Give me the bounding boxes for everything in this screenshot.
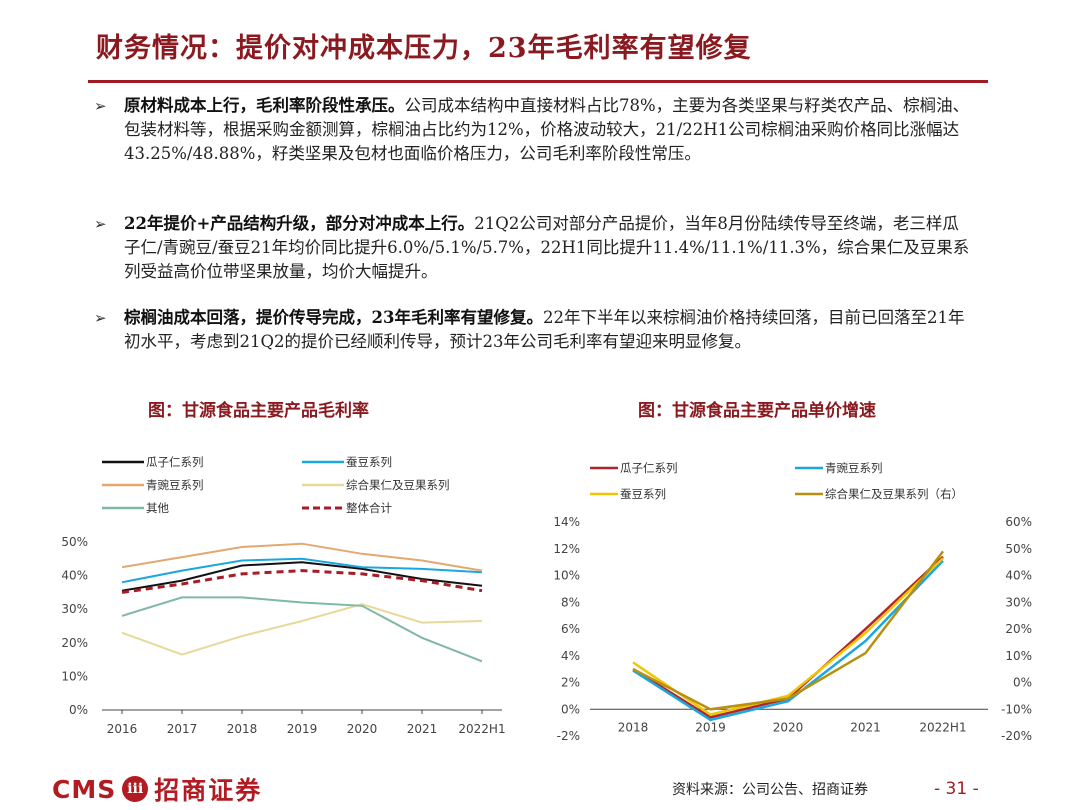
y-left-tick-label: 10% (553, 569, 580, 583)
legend-label: 综合果仁及豆果系列 (346, 478, 450, 492)
x-tick-label: 2022H1 (919, 720, 966, 734)
source-note: 资料来源：公司公告、招商证券 (672, 782, 868, 798)
bullet-1-heading: 原材料成本上行，毛利率阶段性承压。 (124, 96, 405, 115)
bullet-2-body: 21Q2公司对部分产品提价，当年8月份陆续传导至终端，老三样瓜子仁/青豌豆/蚕豆… (124, 214, 970, 281)
legend-label: 其他 (146, 501, 169, 515)
x-tick-label: 2016 (107, 722, 138, 736)
y-right-tick-label: 30% (1005, 595, 1032, 609)
y-right-tick-label: -20% (1001, 729, 1032, 743)
gross-margin-chart: 2016 2017 2018 2019 2020 2021 2022H1 0% 10% 20% 30… (61, 455, 505, 736)
chart-right-title: 图：甘源食品主要产品单价增速 (638, 401, 876, 421)
x-tick-label: 2021 (850, 720, 881, 734)
x-tick-label: 2017 (167, 722, 198, 736)
series-line (121, 603, 483, 656)
y-left-tick-label: 6% (561, 622, 580, 636)
x-tick-label: 2018 (227, 722, 258, 736)
series-line (121, 569, 483, 594)
x-tick-label: 2021 (407, 722, 438, 736)
x-tick-label: 2019 (695, 720, 726, 734)
bullet-3-body: 22年下半年以来棕榈油价格持续回落，目前已回落至21年初水平，考虑到21Q2的提… (124, 308, 965, 351)
x-tick-label: 2020 (773, 720, 804, 734)
y-tick-label: 10% (61, 669, 88, 683)
series-line (121, 596, 483, 663)
brand-logo: CMS ⅲ 招商证券 (52, 772, 262, 806)
y-tick-label: 40% (61, 569, 88, 583)
y-tick-label: 0% (69, 703, 88, 717)
x-tick-label: 2018 (618, 720, 649, 734)
chart-left-title: 图：甘源食品主要产品毛利率 (148, 401, 369, 421)
legend-label: 青豌豆系列 (146, 478, 204, 492)
y-tick-label: 20% (61, 636, 88, 650)
bullet-2: ➢ 22年提价+产品结构升级，部分对冲成本上行。21Q2公司对部分产品提价，当年… (94, 212, 974, 284)
y-left-tick-label: 14% (553, 515, 580, 529)
y-right-tick-label: 10% (1005, 649, 1032, 663)
x-tick-label: 2019 (287, 722, 318, 736)
y-left-tick-label: 2% (561, 676, 580, 690)
unit-price-growth-chart: 2018 2019 2020 2021 2022H1 -2% 0% 2% 4% 6% 8% 10% 12… (553, 461, 1032, 743)
x-tick-label: 2022H1 (458, 722, 505, 736)
bullet-arrow-icon: ➢ (94, 97, 107, 115)
y-right-tick-label: 40% (1005, 569, 1032, 583)
bullet-3-heading: 棕榈油成本回落，提价传导完成，23年毛利率有望修复。 (124, 308, 543, 327)
bullet-arrow-icon: ➢ (94, 215, 107, 233)
y-tick-label: 50% (61, 535, 88, 549)
legend-label: 蚕豆系列 (620, 487, 666, 501)
legend-label: 瓜子仁系列 (620, 461, 678, 475)
series-line (121, 542, 483, 572)
series-line (632, 550, 944, 711)
legend-label: 瓜子仁系列 (146, 455, 204, 469)
series-line (121, 557, 483, 584)
legend-label: 综合果仁及豆果系列（右） (825, 487, 963, 501)
bullet-1: ➢ 原材料成本上行，毛利率阶段性承压。公司成本结构中直接材料占比78%，主要为各… (94, 94, 974, 166)
series-line (121, 561, 483, 592)
bullet-2-heading: 22年提价+产品结构升级，部分对冲成本上行。 (124, 214, 475, 233)
legend-label: 蚕豆系列 (346, 455, 392, 469)
y-right-tick-label: 60% (1005, 515, 1032, 529)
logo-badge-icon: ⅲ (122, 776, 149, 802)
y-left-tick-label: 8% (561, 595, 580, 609)
series-line (632, 557, 944, 716)
legend-label: 青豌豆系列 (825, 461, 883, 475)
y-right-tick-label: 50% (1005, 542, 1032, 556)
y-left-tick-label: 0% (561, 702, 580, 716)
y-tick-label: 30% (61, 602, 88, 616)
y-right-tick-label: -10% (1001, 702, 1032, 716)
bullet-3: ➢ 棕榈油成本回落，提价传导完成，23年毛利率有望修复。22年下半年以来棕榈油价… (94, 306, 974, 354)
y-right-tick-label: 20% (1005, 622, 1032, 636)
bullet-1-body: 公司成本结构中直接材料占比78%，主要为各类坚果与籽类农产品、棕榈油、包装材料等… (124, 96, 970, 163)
series-line (632, 559, 944, 722)
logo-cn-text: 招商证券 (154, 776, 263, 805)
logo-cms-text: CMS (52, 774, 117, 804)
x-tick-label: 2020 (347, 722, 378, 736)
y-right-tick-label: 0% (1013, 676, 1032, 690)
legend-label: 整体合计 (346, 501, 392, 515)
y-left-tick-label: -2% (557, 729, 580, 743)
bullet-arrow-icon: ➢ (94, 309, 107, 327)
page-title: 财务情况：提价对冲成本压力，23年毛利率有望修复 (96, 33, 752, 64)
y-left-tick-label: 4% (561, 649, 580, 663)
page-number: - 31 - (934, 779, 979, 799)
title-divider (88, 80, 988, 83)
y-left-tick-label: 12% (553, 542, 580, 556)
